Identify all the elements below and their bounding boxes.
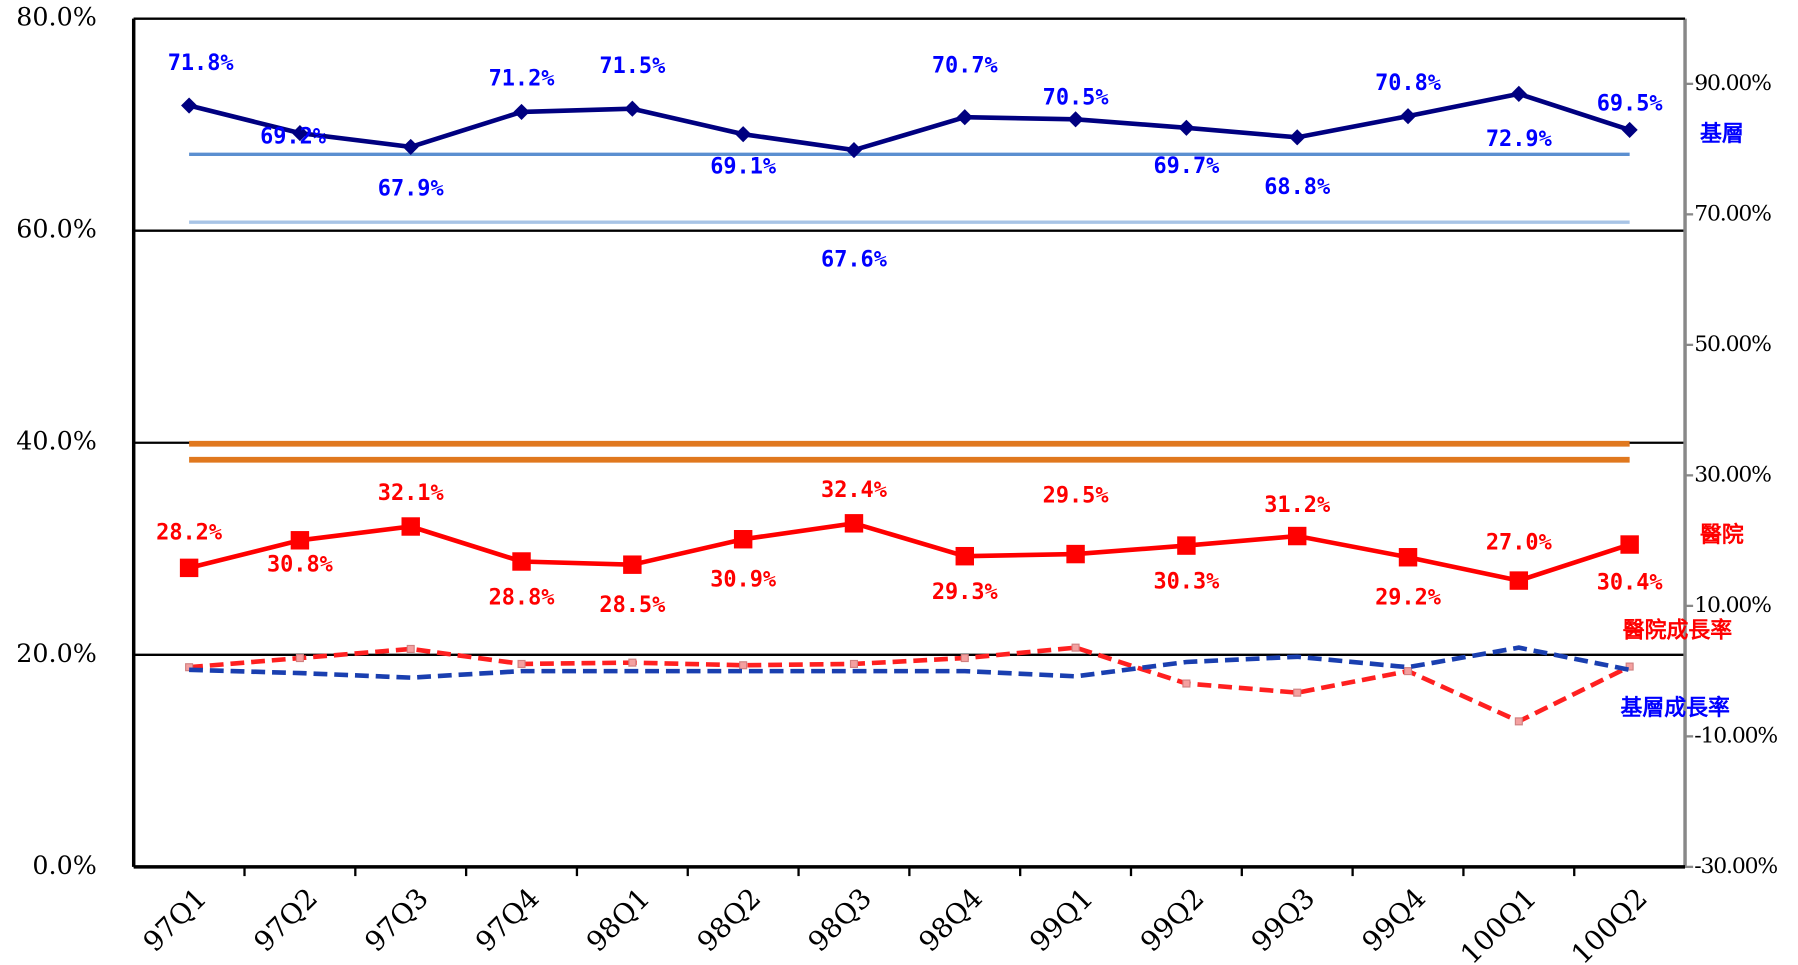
- marker: [402, 138, 419, 155]
- data-label: 32.1%: [378, 481, 445, 506]
- data-label: 30.9%: [710, 568, 777, 593]
- y2-tick-label: -30.00%: [1694, 854, 1777, 879]
- marker: [960, 654, 969, 663]
- series-name: 醫院成長率: [1623, 618, 1732, 644]
- marker: [1399, 108, 1417, 125]
- marker: [406, 644, 415, 653]
- marker: [1071, 643, 1080, 652]
- data-label: 71.2%: [489, 67, 556, 92]
- data-label: 30.4%: [1597, 571, 1664, 596]
- y2-tick-label: 50.00%: [1694, 332, 1771, 357]
- data-label: 28.8%: [489, 585, 556, 610]
- data-label: 29.2%: [1375, 586, 1442, 611]
- data-label: 68.8%: [1264, 175, 1331, 200]
- marker: [956, 109, 973, 126]
- marker: [849, 659, 859, 668]
- y2-tick-label: 10.00%: [1694, 593, 1771, 618]
- y-tick-label: 0.0%: [32, 850, 96, 880]
- marker: [1509, 571, 1529, 590]
- marker: [739, 661, 748, 670]
- y-tick-label: 60.0%: [16, 214, 97, 244]
- marker: [1289, 129, 1306, 146]
- marker: [291, 125, 308, 142]
- data-label: 27.0%: [1486, 531, 1553, 556]
- marker: [517, 659, 526, 668]
- marker: [1620, 535, 1639, 554]
- data-label: 70.8%: [1375, 71, 1442, 96]
- data-label: 32.4%: [821, 478, 888, 503]
- marker: [1621, 121, 1638, 138]
- marker: [1177, 536, 1196, 555]
- data-label: 69.2%: [260, 125, 327, 150]
- y2-tick-label: 30.00%: [1694, 462, 1771, 487]
- y-tick-label: 20.0%: [16, 638, 97, 668]
- marker: [1398, 548, 1418, 567]
- marker: [1625, 662, 1634, 671]
- series-line: [189, 645, 1631, 680]
- y-tick-label: 80.0%: [16, 2, 97, 32]
- series-name: 醫院: [1700, 522, 1744, 548]
- y2-tick-label: 70.00%: [1694, 201, 1771, 226]
- marker: [1178, 119, 1195, 136]
- data-label: 29.3%: [932, 580, 999, 605]
- data-label: 30.3%: [1153, 569, 1220, 594]
- marker: [955, 546, 974, 566]
- data-label: 70.5%: [1043, 86, 1110, 111]
- marker: [844, 514, 864, 533]
- marker: [1514, 717, 1523, 726]
- marker: [1510, 85, 1527, 102]
- marker: [181, 97, 198, 114]
- marker: [1067, 111, 1084, 128]
- data-label: 28.5%: [599, 593, 666, 618]
- marker: [1403, 667, 1413, 676]
- marker: [512, 552, 531, 571]
- data-label: 29.5%: [1043, 483, 1110, 508]
- marker: [628, 658, 637, 667]
- marker: [295, 654, 304, 663]
- data-label: 71.8%: [168, 51, 235, 76]
- data-label: 71.5%: [599, 54, 666, 79]
- marker: [290, 531, 310, 550]
- marker: [733, 530, 753, 549]
- marker: [1182, 679, 1191, 688]
- series-line: [188, 91, 1631, 153]
- data-label: 69.1%: [710, 155, 777, 180]
- marker: [1287, 526, 1307, 546]
- data-label: 31.2%: [1264, 493, 1331, 518]
- series-line: [188, 520, 1631, 583]
- marker: [1066, 544, 1085, 564]
- marker: [735, 126, 752, 143]
- marker: [1293, 688, 1302, 697]
- data-label: 30.8%: [267, 553, 334, 578]
- series-name: 基層: [1700, 122, 1744, 147]
- y2-tick-label: 90.00%: [1694, 71, 1771, 96]
- marker: [623, 555, 642, 574]
- data-label: 28.2%: [156, 520, 223, 545]
- data-label: 70.7%: [932, 53, 999, 78]
- series-name: 基層成長率: [1621, 695, 1730, 721]
- marker: [179, 558, 199, 578]
- data-label: 72.9%: [1486, 127, 1553, 152]
- y-tick-label: 40.0%: [16, 426, 97, 456]
- data-label: 69.5%: [1597, 92, 1664, 117]
- marker: [624, 100, 641, 117]
- data-label: 67.6%: [821, 248, 888, 273]
- data-label: 69.7%: [1153, 154, 1220, 179]
- marker: [401, 517, 420, 536]
- marker: [513, 103, 530, 120]
- y2-tick-label: -10.00%: [1694, 723, 1777, 748]
- data-label: 67.9%: [378, 177, 445, 202]
- series-line: [188, 645, 1631, 724]
